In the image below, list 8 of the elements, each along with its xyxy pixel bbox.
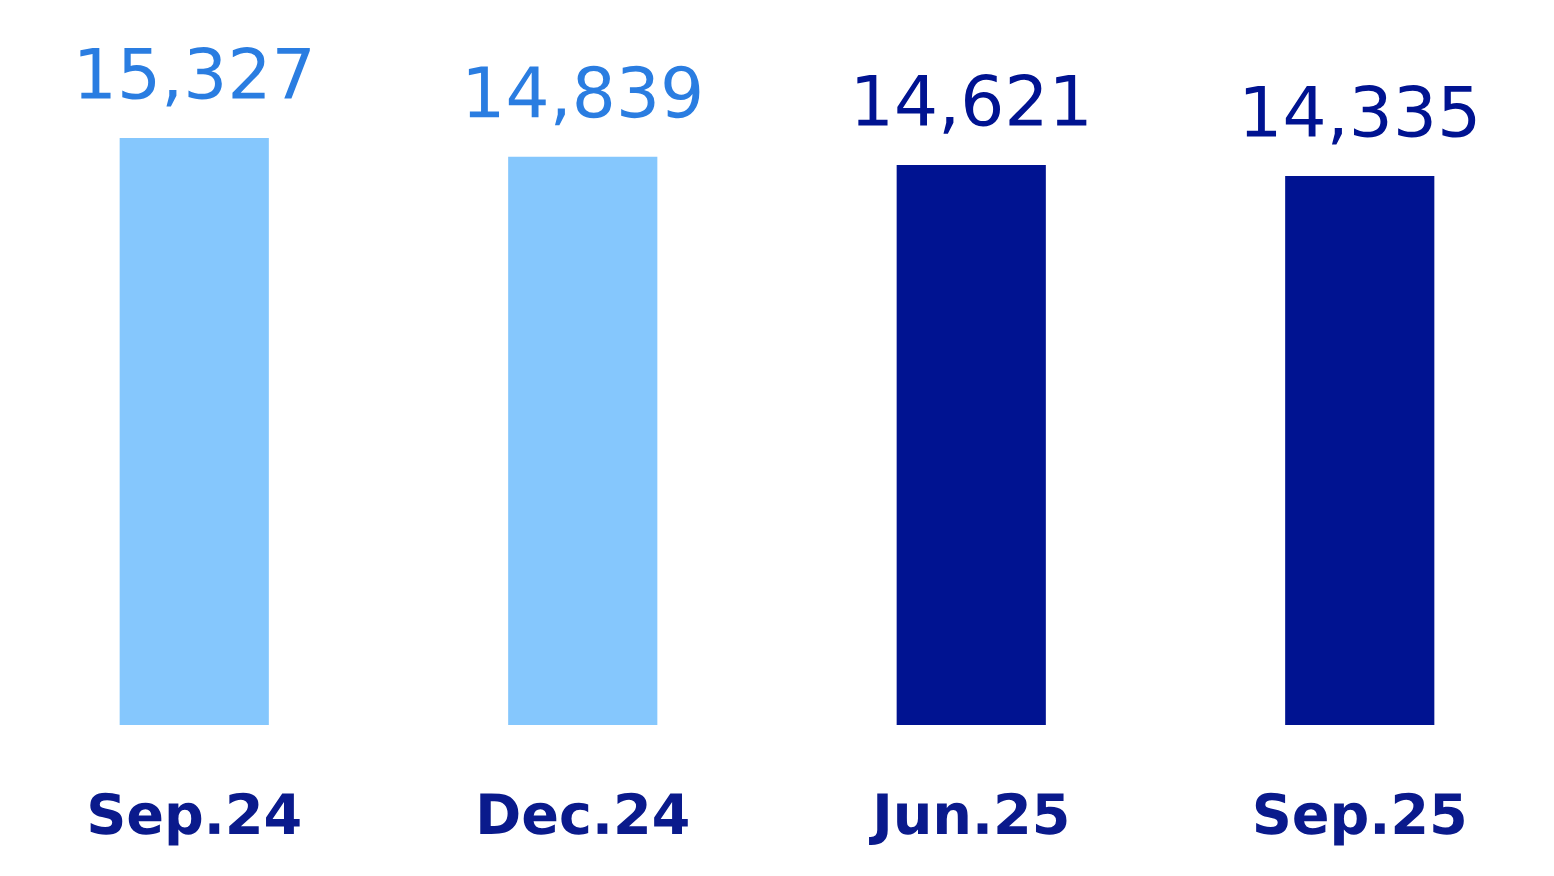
x-tick-label: Sep.25 — [1255, 792, 1464, 846]
x-tick-label: Sep.24 — [90, 792, 300, 846]
data-label: 14,335 — [1245, 84, 1476, 145]
x-tick-label: Jun.25 — [869, 792, 1067, 845]
data-label: 14,621 — [857, 74, 1087, 134]
data-label: 14,839 — [468, 65, 700, 126]
x-tick-label: Dec.24 — [480, 792, 688, 835]
data-label: 15,327 — [80, 46, 310, 107]
